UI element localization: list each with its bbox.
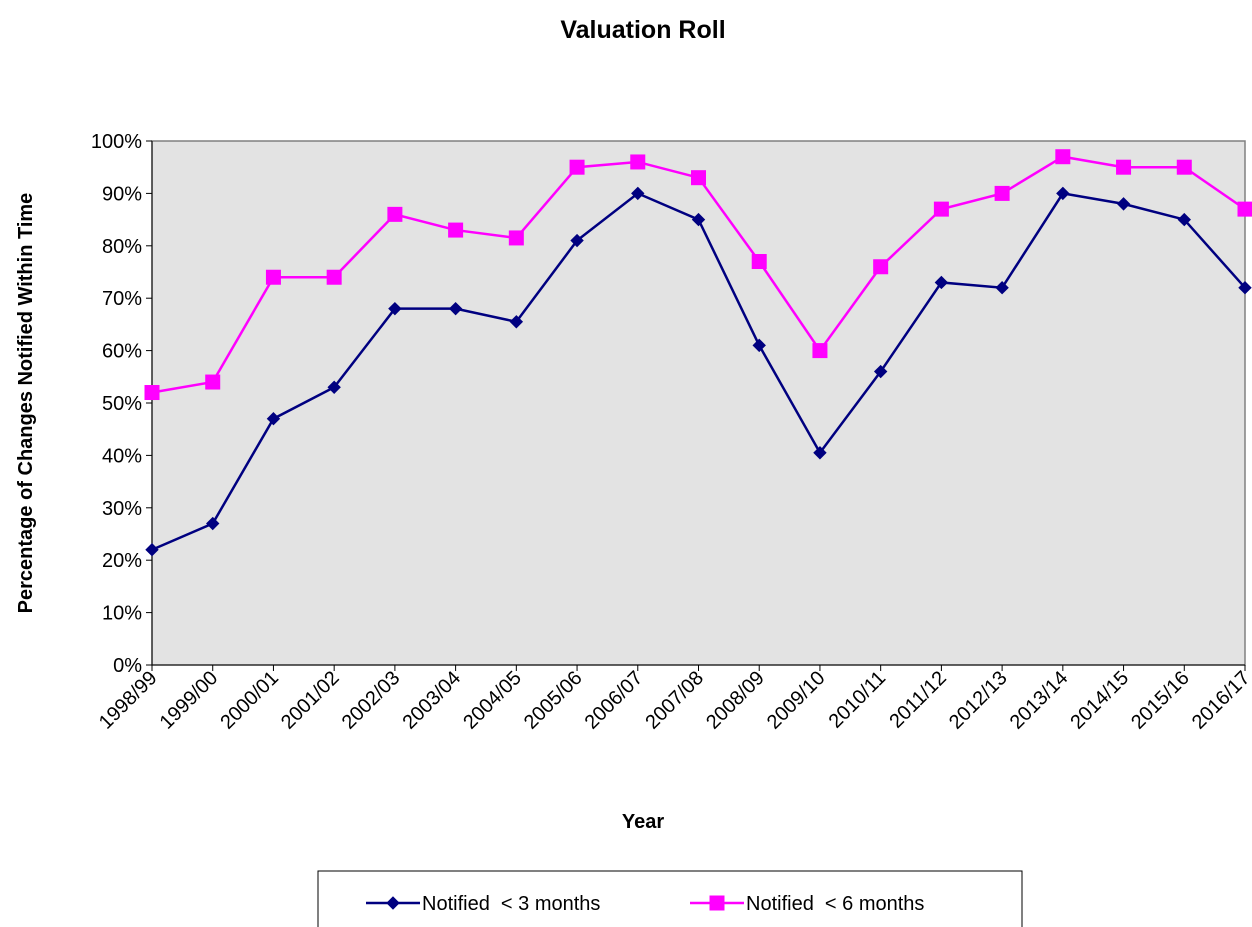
x-tick-label: 2015/16 xyxy=(1127,667,1194,734)
y-tick-label: 60% xyxy=(102,341,142,363)
legend-label: Notified < 6 months xyxy=(746,893,924,915)
diamond-marker xyxy=(570,233,584,248)
y-tick-label: 40% xyxy=(102,445,142,467)
y-tick-label: 100% xyxy=(91,131,142,153)
x-axis-label: Year xyxy=(622,811,664,833)
square-marker xyxy=(448,222,464,238)
diamond-marker xyxy=(1238,281,1252,295)
x-tick-label: 2000/01 xyxy=(216,667,283,734)
y-tick-label: 30% xyxy=(102,498,142,520)
y-tick-label: 90% xyxy=(102,183,142,205)
x-tick-label: 2009/10 xyxy=(763,667,830,734)
diamond-marker xyxy=(206,516,220,531)
y-tick-label: 10% xyxy=(102,603,142,625)
diamond-marker xyxy=(1056,186,1070,201)
diamond-marker xyxy=(145,543,159,557)
x-tick-label: 2006/07 xyxy=(581,667,648,734)
y-axis-label: Percentage of Changes Notified Within Ti… xyxy=(15,193,37,614)
diamond-marker xyxy=(995,281,1009,295)
x-tick-label: 2011/12 xyxy=(885,667,951,733)
x-tick-label: 2014/15 xyxy=(1066,667,1133,734)
x-tick-label: 2016/17 xyxy=(1188,667,1252,734)
diamond-marker xyxy=(327,380,341,394)
diamond-marker xyxy=(388,301,402,316)
diamond-marker xyxy=(691,212,706,227)
x-tick-label: 2007/08 xyxy=(641,667,708,734)
diamond-marker xyxy=(934,275,949,290)
square-marker xyxy=(508,230,524,246)
diamond-marker xyxy=(266,412,281,426)
diamond-marker xyxy=(752,338,766,353)
x-tick-label: 2013/14 xyxy=(1006,667,1073,734)
x-tick-label: 1999/00 xyxy=(156,667,223,734)
x-tick-label: 2004/05 xyxy=(459,667,526,734)
square-marker xyxy=(1237,201,1252,217)
x-tick-label: 2012/13 xyxy=(945,667,1012,734)
diamond-marker xyxy=(873,364,888,379)
legend-box xyxy=(317,870,1023,927)
chart-title: Valuation Roll xyxy=(560,16,725,44)
square-marker xyxy=(691,170,706,186)
square-marker xyxy=(873,259,889,275)
diamond-marker xyxy=(1177,212,1191,227)
square-marker xyxy=(387,206,403,222)
diamond-marker xyxy=(813,446,827,460)
square-marker xyxy=(630,154,646,170)
legend-label: Notified < 3 months xyxy=(422,893,600,915)
square-marker xyxy=(751,254,767,270)
square-marker xyxy=(205,374,221,390)
y-tick-label: 0% xyxy=(113,655,142,677)
diamond-marker xyxy=(631,186,645,201)
square-marker xyxy=(144,385,160,401)
square-marker xyxy=(265,269,281,285)
square-marker xyxy=(1116,159,1132,175)
square-marker xyxy=(994,185,1010,201)
diamond-marker xyxy=(386,896,400,910)
square-marker xyxy=(709,895,725,911)
legend: Notified < 3 months Notified < 6 months xyxy=(317,870,1023,927)
x-tick-label: 2001/02 xyxy=(277,667,344,734)
y-tick-label: 50% xyxy=(102,393,142,415)
plot-area xyxy=(151,140,1246,666)
x-tick-label: 2002/03 xyxy=(338,667,405,734)
square-marker xyxy=(812,343,828,359)
x-tick-label: 2005/06 xyxy=(520,667,587,734)
square-marker xyxy=(933,201,949,217)
square-marker xyxy=(1055,149,1071,165)
y-tick-label: 20% xyxy=(102,550,142,572)
x-tick-label: 2008/09 xyxy=(702,667,769,734)
square-marker xyxy=(326,269,342,285)
y-tick-label: 80% xyxy=(102,236,142,258)
diamond-marker xyxy=(448,301,463,316)
square-marker xyxy=(1176,159,1192,175)
x-tick-label: 2003/04 xyxy=(398,667,465,734)
x-tick-label: 2010/11 xyxy=(825,667,891,733)
square-marker xyxy=(569,159,585,175)
diamond-marker xyxy=(509,315,524,329)
y-tick-label: 70% xyxy=(102,288,142,310)
diamond-marker xyxy=(1116,197,1131,211)
